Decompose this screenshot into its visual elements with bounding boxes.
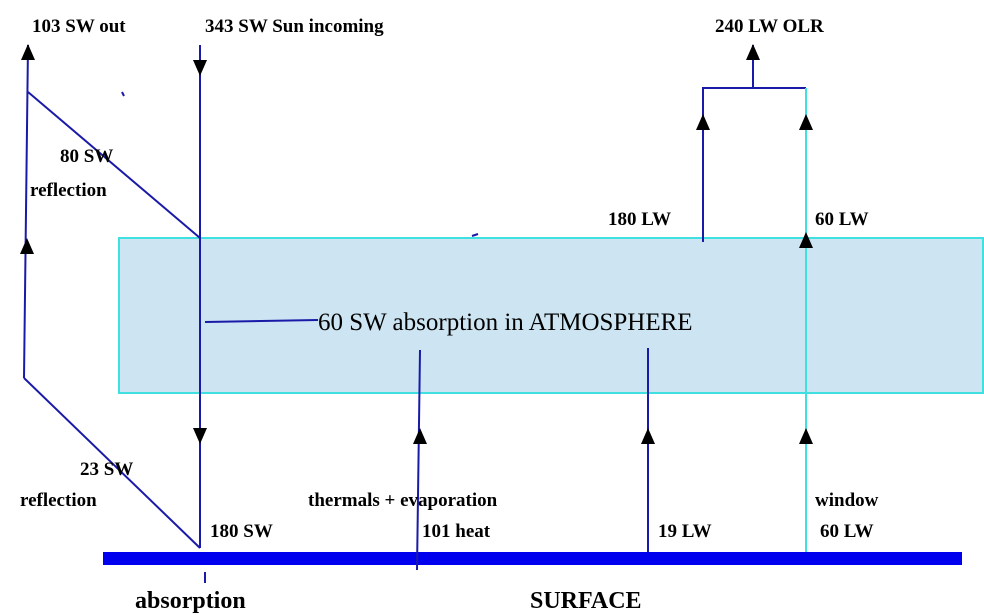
arrow-up [799, 114, 813, 130]
label: window [815, 490, 879, 511]
arrow-up [799, 428, 813, 444]
label: 23 SW [80, 459, 133, 480]
thermals-line [416, 349, 421, 571]
arrow-down [193, 60, 207, 76]
label: 240 LW OLR [715, 16, 824, 37]
label: absorption [135, 588, 246, 614]
label: SURFACE [530, 588, 642, 614]
label: 60 LW [815, 209, 869, 230]
label: 343 SW Sun incoming [205, 16, 384, 37]
reflection-bottom-line [23, 377, 201, 549]
label: 19 LW [658, 521, 712, 542]
label: 103 SW out [32, 16, 126, 37]
label: thermals + evaporation [308, 490, 498, 511]
sw-out-line [23, 44, 29, 379]
arrows [20, 44, 813, 583]
specks [121, 91, 479, 237]
label: 80 SW [60, 146, 113, 167]
olr-line [702, 45, 806, 242]
arrow-up [799, 232, 813, 248]
arrow-up [413, 428, 427, 444]
label: reflection [20, 490, 97, 511]
surface-bar [103, 552, 962, 565]
absorption-pointer [204, 319, 319, 323]
atmosphere-label: 60 SW absorption in ATMOSPHERE [318, 309, 693, 336]
arrow-up [641, 428, 655, 444]
label: 180 SW [210, 521, 273, 542]
arrow-up [696, 114, 710, 130]
label: 60 LW [820, 521, 874, 542]
arrow-up [20, 238, 34, 254]
reflection-top-line [27, 91, 201, 239]
arrow-up [21, 44, 35, 60]
label: 180 LW [608, 209, 671, 230]
label: 101 heat [422, 521, 491, 542]
arrow-up [746, 44, 760, 60]
atmosphere-layer [118, 237, 984, 394]
arrow-down [193, 428, 207, 444]
label: reflection [30, 180, 107, 201]
